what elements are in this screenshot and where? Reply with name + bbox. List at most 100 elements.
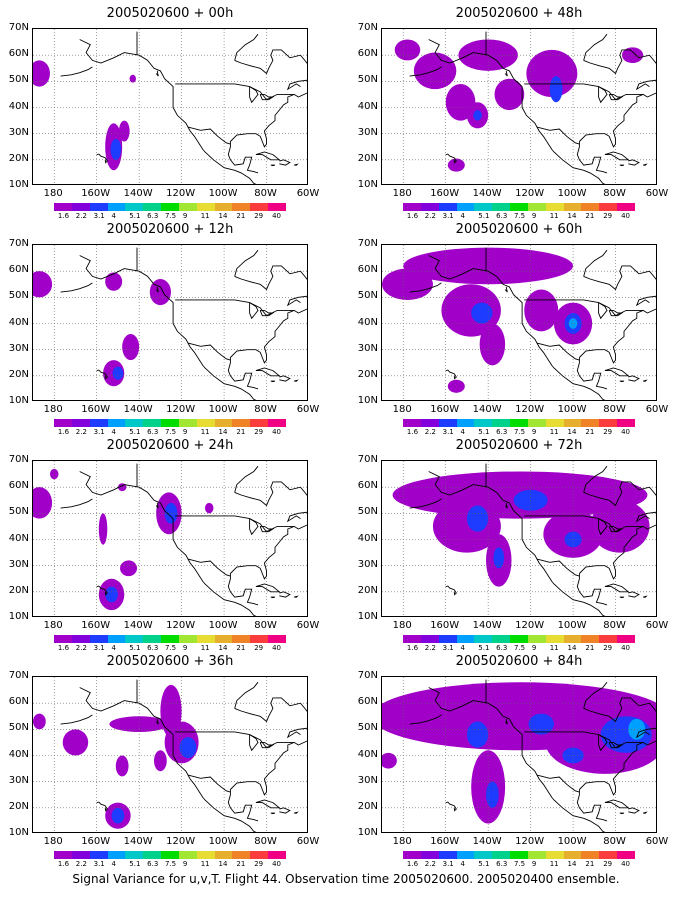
colorbar-label: 5.1 (129, 860, 141, 868)
colorbar-label: 40 (621, 860, 630, 868)
map-area (32, 460, 308, 617)
lon-tick-label: 100W (557, 836, 587, 847)
panel-title: 2005020600 + 24h (106, 438, 234, 453)
variance-region (118, 120, 130, 142)
coastline (642, 163, 648, 166)
colorbar-swatch (420, 635, 439, 643)
coastline (504, 502, 508, 509)
lon-tick-label: 140W (123, 620, 153, 631)
colorbar-swatch (510, 419, 528, 427)
lon-tick-label: 180 (43, 836, 63, 847)
variance-region (466, 721, 489, 748)
lat-tick-label: 70N (8, 22, 29, 33)
coastline (96, 369, 108, 380)
colorbar-swatch (581, 419, 600, 427)
coastline (187, 126, 231, 145)
colorbar-swatch (545, 203, 564, 211)
coastline (79, 687, 257, 832)
colorbar-label: 40 (272, 428, 281, 436)
lon-tick-label: 60W (645, 836, 669, 847)
coastline (293, 811, 299, 814)
lat-tick-label: 10N (8, 827, 29, 838)
coastline (96, 585, 108, 596)
coastline (576, 357, 608, 390)
coastline (619, 380, 625, 383)
colorbar-label: 2.2 (424, 212, 436, 220)
colorbar-label: 7.5 (514, 644, 526, 652)
map-svg (33, 245, 307, 400)
lat-tick-label: 60N (8, 696, 29, 708)
coastline (293, 379, 299, 382)
coastline (79, 471, 257, 616)
coastline (608, 93, 624, 101)
colorbar-label: 14 (567, 428, 577, 436)
coastline (155, 502, 159, 509)
colorbar-swatch (71, 851, 90, 859)
coastline (175, 83, 295, 101)
colorbar-label: 29 (603, 212, 613, 220)
lon-tick-label: 140W (472, 188, 502, 199)
coastline (604, 583, 630, 593)
map-svg (382, 461, 656, 616)
colorbar-swatch (403, 203, 421, 211)
coastline (227, 357, 259, 390)
coastline (234, 33, 259, 61)
variance-region (115, 755, 129, 777)
variance-region (105, 272, 123, 291)
colorbar-label: 7.5 (165, 212, 177, 220)
colorbar-label: 7.5 (165, 428, 177, 436)
coastline (428, 39, 606, 184)
coastline (270, 164, 276, 167)
coastline (270, 812, 276, 815)
lon-tick-label: 60W (645, 188, 669, 199)
lon-tick-label: 100W (557, 404, 587, 415)
coastline (60, 498, 93, 509)
coastline (445, 801, 457, 812)
colorbar-label: 5.1 (129, 644, 141, 652)
colorbar-label: 3.1 (442, 212, 454, 220)
lon-tick-label: 120W (166, 620, 196, 631)
colorbar-label: 11 (200, 860, 210, 868)
lat-tick-label: 70N (357, 22, 378, 33)
colorbar-swatch (107, 419, 126, 427)
variance-region (473, 110, 482, 121)
coastline (598, 86, 608, 104)
colorbar-label: 40 (272, 212, 281, 220)
colorbar-swatch (456, 419, 475, 427)
colorbar-label: 3.1 (93, 428, 105, 436)
colorbar-swatch (527, 851, 546, 859)
colorbar-swatch (232, 635, 251, 643)
colorbar-swatch (71, 203, 90, 211)
coastline (604, 367, 630, 377)
colorbar-swatch (178, 419, 197, 427)
colorbar-label: 21 (236, 644, 246, 652)
colorbar-label: 29 (254, 428, 264, 436)
colorbar-label: 5.1 (129, 428, 141, 436)
lon-tick-label: 120W (515, 836, 545, 847)
coastline (234, 49, 307, 75)
coastline (279, 591, 291, 598)
coastline (642, 379, 648, 382)
coastline (583, 49, 656, 75)
colorbar-label: 21 (585, 212, 595, 220)
map-svg (382, 245, 656, 400)
lat-tick-label: 60N (357, 48, 378, 60)
coastline (635, 79, 656, 91)
colorbar-swatch (545, 419, 564, 427)
coastline (583, 465, 608, 493)
colorbar-label: 14 (567, 644, 577, 652)
colorbar-swatch (492, 635, 511, 643)
colorbar-swatch (510, 851, 528, 859)
colorbar-swatch (599, 419, 618, 427)
panel-title: 2005020600 + 00h (106, 6, 234, 21)
colorbar-swatch (420, 419, 439, 427)
variance-region (394, 39, 421, 61)
coastline (445, 585, 457, 596)
colorbar-label: 21 (585, 644, 595, 652)
coastline (259, 525, 275, 533)
coastline (227, 573, 259, 606)
lon-tick-label: 160W (81, 836, 111, 847)
map-area (32, 28, 308, 185)
colorbar-swatch (545, 635, 564, 643)
panel-title: 2005020600 + 60h (455, 222, 583, 237)
